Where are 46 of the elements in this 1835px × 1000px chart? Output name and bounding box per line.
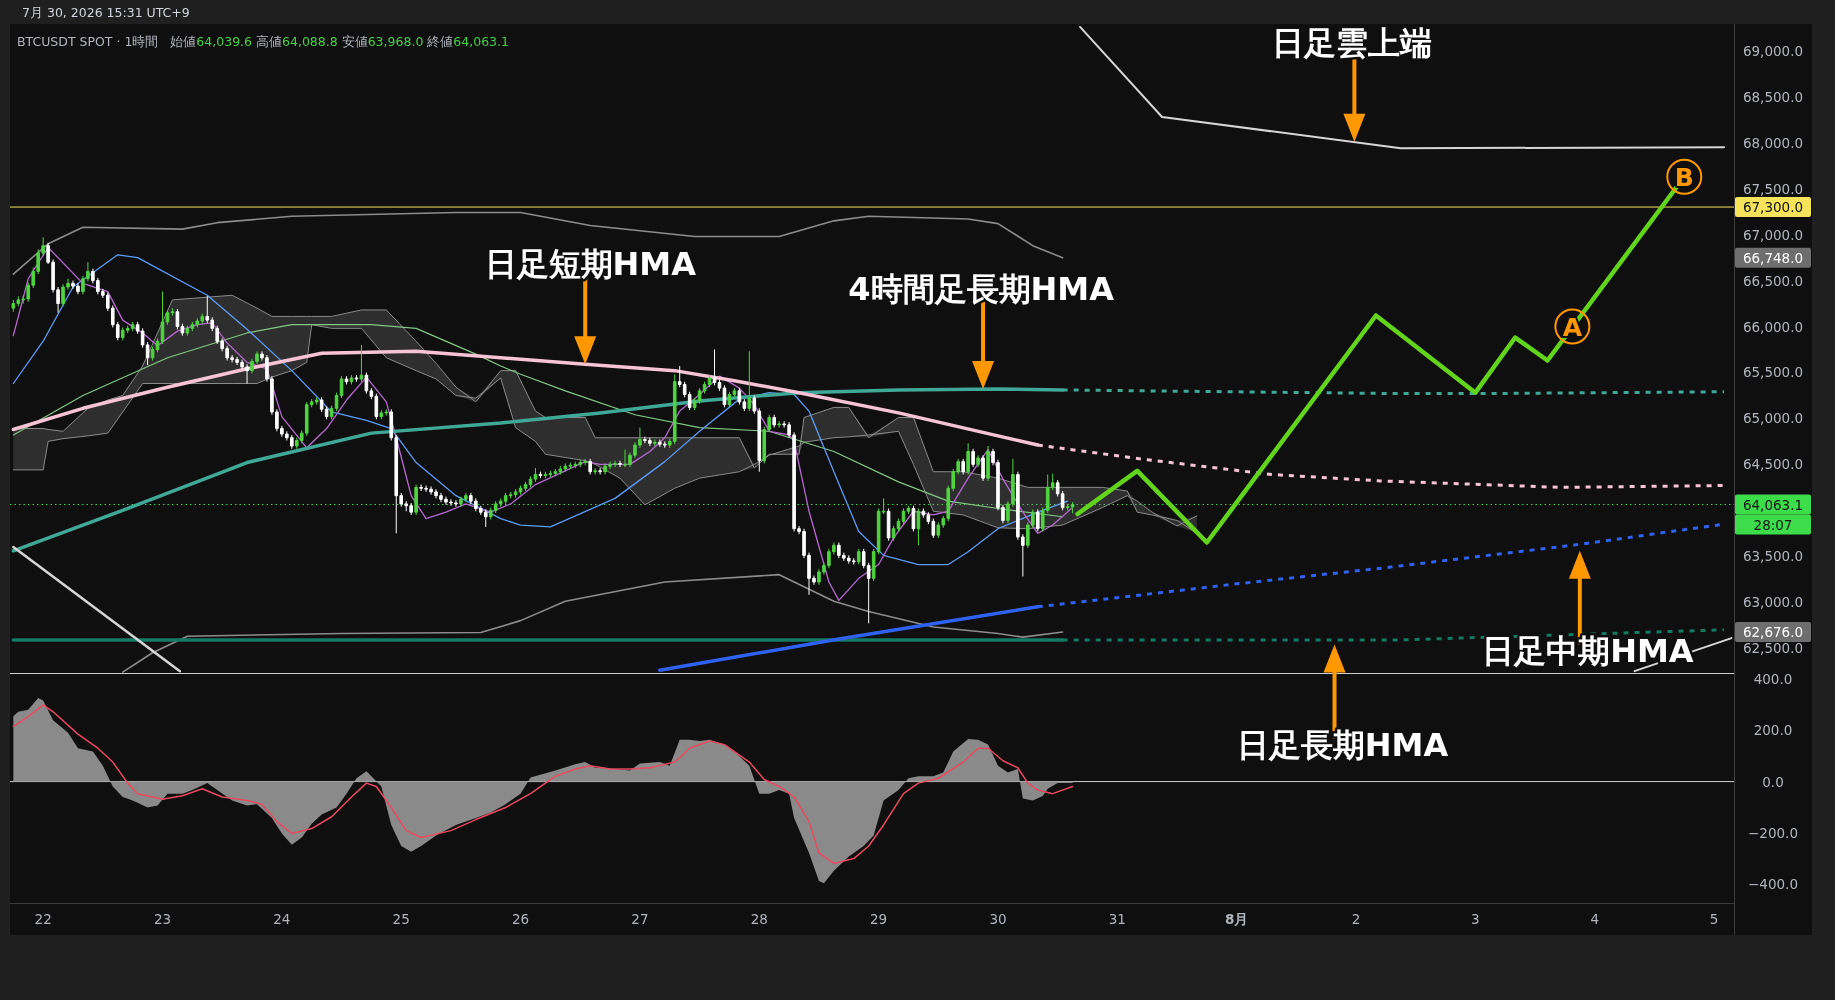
annotation: 日足雲上端	[1272, 23, 1433, 62]
y-tick-label: 68,500.0	[1742, 88, 1804, 105]
y-tick-label: 67,000.0	[1742, 226, 1804, 243]
annotation: 日足中期HMA	[1482, 631, 1694, 670]
x-tick-label: 26	[511, 911, 530, 927]
x-tick-label: 29	[870, 911, 888, 927]
x-tick-label: 5	[1709, 911, 1719, 927]
x-tick-label: 24	[273, 911, 291, 927]
y-tick-label: 62,500.0	[1742, 640, 1804, 657]
text: 62,676.0	[1742, 624, 1804, 641]
y-tick-label: 65,500.0	[1742, 364, 1804, 381]
y-tick-label: −400.0	[1748, 876, 1798, 893]
y-tick-label: 63,500.0	[1742, 548, 1804, 565]
annotation: 日足長期HMA	[1236, 725, 1449, 764]
x-tick-label: 27	[631, 911, 649, 927]
y-tick-label: −200.0	[1748, 824, 1798, 841]
y-tick-label: 67,500.0	[1742, 180, 1804, 197]
text: 始値64,039.6 高値64,088.8 安値63,968.0 終値64,063.1	[170, 33, 509, 49]
x-tick-label: 2	[1351, 911, 1361, 927]
text: 66,748.0	[1742, 249, 1804, 266]
x-tick-label: 31	[1108, 911, 1126, 927]
text: 7月 30, 2026 15:31 UTC+9	[22, 4, 190, 20]
annotation: 4時間足長期HMA	[848, 270, 1115, 309]
x-tick-label: 3	[1471, 911, 1480, 927]
x-tick-label: 23	[153, 911, 172, 927]
x-tick-label: 22	[34, 911, 52, 927]
ref-line-label: 64,063.1	[1742, 496, 1804, 513]
y-tick-label: 66,000.0	[1742, 318, 1804, 335]
text: 28:07	[1753, 516, 1793, 533]
y-tick-label: 400.0	[1753, 670, 1793, 687]
y-tick-label: 64,500.0	[1742, 456, 1804, 473]
x-tick-label: 30	[989, 911, 1007, 927]
y-tick-label: 69,000.0	[1742, 42, 1804, 59]
y-tick-label: 68,000.0	[1742, 134, 1804, 151]
text: BTCUSDT SPOT · 1時間	[17, 33, 159, 49]
y-tick-label: 65,000.0	[1742, 410, 1804, 427]
x-tick-label: 25	[392, 911, 410, 927]
y-tick-label: 0.0	[1762, 773, 1784, 790]
ref-line-label: 67,300.0	[1742, 199, 1804, 216]
y-tick-label: 200.0	[1753, 722, 1793, 739]
x-tick-label: 4	[1590, 911, 1600, 927]
x-tick-label: 28	[750, 911, 768, 927]
y-tick-label: 66,500.0	[1742, 272, 1804, 289]
annotation: 日足短期HMA	[484, 245, 697, 284]
y-tick-label: 63,000.0	[1742, 594, 1804, 611]
x-tick-label: 8月	[1224, 911, 1249, 927]
